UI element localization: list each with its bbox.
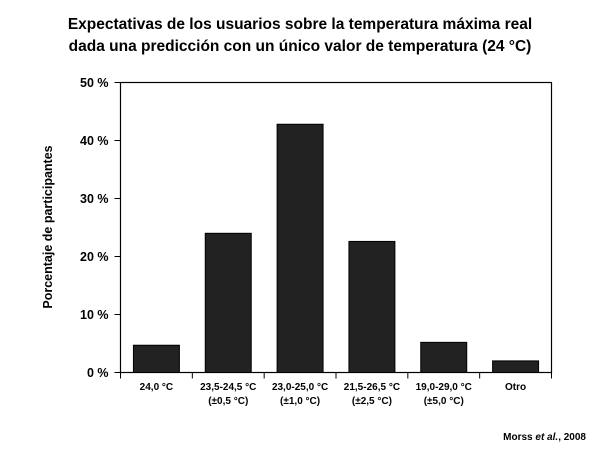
y-axis-title: Porcentaje de participantes <box>41 145 55 308</box>
y-axis-ticks: 0 % 10 % 20 % 30 % 40 % 50 % <box>80 76 121 380</box>
x-tick-label: 24,0 °C <box>140 382 173 393</box>
y-tick-label: 40 % <box>80 134 109 148</box>
source-author: Morss <box>503 432 536 443</box>
x-tick-label: 23,0-25,0 °C <box>272 382 328 393</box>
chart-title-line-1: Expectativas de los usuarios sobre la te… <box>67 16 533 33</box>
source-et-al: et al. <box>535 432 559 443</box>
x-tick-label: Otro <box>505 382 526 393</box>
x-axis-ticks <box>120 372 552 379</box>
y-tick-label: 20 % <box>80 250 109 264</box>
x-tick-label: (±0,5 °C) <box>208 396 248 407</box>
source-year: , 2008 <box>558 432 586 443</box>
bar-4 <box>348 240 396 373</box>
bar-2 <box>204 232 252 373</box>
y-tick-label: 0 % <box>87 366 109 380</box>
chart-title: Expectativas de los usuarios sobre la te… <box>0 14 600 58</box>
bar-6 <box>492 360 540 373</box>
x-tick-label: (±1,0 °C) <box>280 396 320 407</box>
x-tick-label: 21,5-26,5 °C <box>344 382 400 393</box>
x-tick-label: (±2,5 °C) <box>352 396 392 407</box>
x-tick-label: 19,0-29,0 °C <box>416 382 472 393</box>
source-note: Morss et al., 2008 <box>503 432 586 443</box>
y-tick-label: 50 % <box>80 76 109 90</box>
bar-group <box>132 123 540 374</box>
x-tick-label: 23,5-24,5 °C <box>200 382 256 393</box>
y-tick-label: 30 % <box>80 192 109 206</box>
bar-1 <box>132 344 180 373</box>
bar-3 <box>276 123 324 374</box>
plot-frame <box>119 81 553 374</box>
x-tick-label: (±5,0 °C) <box>424 396 464 407</box>
bar-5 <box>420 341 468 373</box>
x-axis-labels: 24,0 °C 23,5-24,5 °C (±0,5 °C) 23,0-25,0 °C… <box>140 382 526 407</box>
y-tick-label: 10 % <box>80 308 109 322</box>
chart-title-line-2: dada una predicción con un único valor d… <box>68 38 532 55</box>
